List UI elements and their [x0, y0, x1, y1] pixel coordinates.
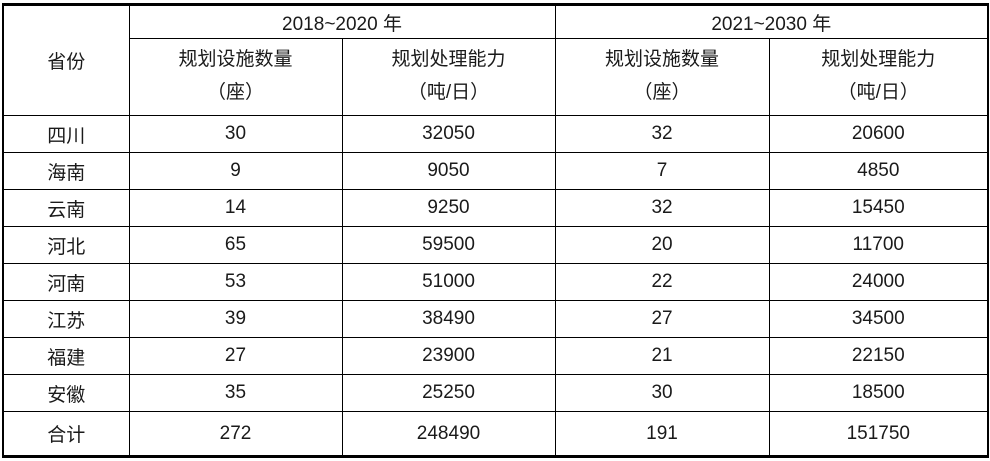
- subheader-capacity-p1: 规划处理能力 （吨/日）: [341, 38, 556, 116]
- province-cell: 河南: [2, 263, 130, 301]
- period-header-row: 省份 2018~2020 年 2021~2030 年: [2, 4, 989, 116]
- subheader-capacity-p2: 规划处理能力 （吨/日）: [768, 38, 989, 116]
- subheader-count-p2: 规划设施数量 （座）: [554, 38, 770, 116]
- value-cell: 25250: [341, 374, 556, 412]
- value-cell: 20600: [768, 115, 989, 153]
- province-cell: 安徽: [2, 374, 130, 412]
- subheader-count-label: 规划设施数量: [605, 49, 720, 71]
- value-cell: 4850: [768, 152, 989, 190]
- value-cell: 14: [128, 189, 343, 227]
- subheader-count-p1: 规划设施数量 （座）: [128, 38, 343, 116]
- value-cell: 18500: [768, 374, 989, 412]
- table-row-henan: 河南 53 51000 22 24000: [2, 263, 989, 301]
- value-cell: 21: [554, 337, 770, 375]
- value-cell: 39: [128, 300, 343, 338]
- province-cell: 海南: [2, 152, 130, 190]
- value-cell: 32: [554, 189, 770, 227]
- table-row-hainan: 海南 9 9050 7 4850: [2, 152, 989, 190]
- value-cell: 34500: [768, 300, 989, 338]
- value-cell: 9050: [341, 152, 556, 190]
- value-cell: 27: [128, 337, 343, 375]
- value-cell: 65: [128, 226, 343, 264]
- subheader-count-unit: （座）: [206, 82, 264, 103]
- value-cell: 30: [128, 115, 343, 153]
- value-cell: 27: [554, 300, 770, 338]
- value-cell: 23900: [341, 337, 556, 375]
- province-cell: 四川: [2, 115, 130, 153]
- value-cell: 53: [128, 263, 343, 301]
- planning-facilities-table: 省份 2018~2020 年 2021~2030 年 规划设施数量 （座） 规划…: [2, 3, 990, 458]
- value-cell: 32050: [341, 115, 556, 153]
- province-cell: 福建: [2, 337, 130, 375]
- value-cell: 15450: [768, 189, 989, 227]
- value-cell: 9: [128, 152, 343, 190]
- subheader-capacity-unit: （吨/日）: [407, 82, 490, 103]
- value-cell: 191: [554, 411, 770, 457]
- province-cell: 河北: [2, 226, 130, 264]
- value-cell: 22: [554, 263, 770, 301]
- table-row-fujian: 福建 27 23900 21 22150: [2, 337, 989, 375]
- province-cell: 江苏: [2, 300, 130, 338]
- province-cell: 云南: [2, 189, 130, 227]
- header-province: 省份: [2, 4, 130, 116]
- value-cell: 30: [554, 374, 770, 412]
- value-cell: 248490: [341, 411, 556, 457]
- table-row-sichuan: 四川 30 32050 32 20600: [2, 115, 989, 153]
- province-cell: 合计: [2, 411, 130, 457]
- subheader-count-unit: （座）: [633, 82, 691, 103]
- subheader-capacity-label: 规划处理能力: [391, 49, 506, 71]
- subheader-count-label: 规划设施数量: [178, 49, 293, 71]
- value-cell: 51000: [341, 263, 556, 301]
- table-row-jiangsu: 江苏 39 38490 27 34500: [2, 300, 989, 338]
- header-period-2021-2030: 2021~2030 年: [554, 4, 989, 39]
- value-cell: 22150: [768, 337, 989, 375]
- table-row-anhui: 安徽 35 25250 30 18500: [2, 374, 989, 412]
- value-cell: 9250: [341, 189, 556, 227]
- value-cell: 151750: [768, 411, 989, 457]
- value-cell: 11700: [768, 226, 989, 264]
- value-cell: 59500: [341, 226, 556, 264]
- value-cell: 272: [128, 411, 343, 457]
- value-cell: 32: [554, 115, 770, 153]
- header-period-2018-2020: 2018~2020 年: [128, 4, 556, 39]
- subheader-capacity-label: 规划处理能力: [821, 49, 936, 71]
- value-cell: 35: [128, 374, 343, 412]
- table-row-yunnan: 云南 14 9250 32 15450: [2, 189, 989, 227]
- subheader-capacity-unit: （吨/日）: [837, 82, 919, 103]
- table-row-total: 合计 272 248490 191 151750: [2, 411, 989, 457]
- subheader-row: 规划设施数量 （座） 规划处理能力 （吨/日） 规划设施数量 （座） 规划处理能…: [3, 38, 989, 116]
- value-cell: 7: [554, 152, 770, 190]
- value-cell: 20: [554, 226, 770, 264]
- value-cell: 24000: [768, 263, 989, 301]
- table-row-hebei: 河北 65 59500 20 11700: [2, 226, 989, 264]
- value-cell: 38490: [341, 300, 556, 338]
